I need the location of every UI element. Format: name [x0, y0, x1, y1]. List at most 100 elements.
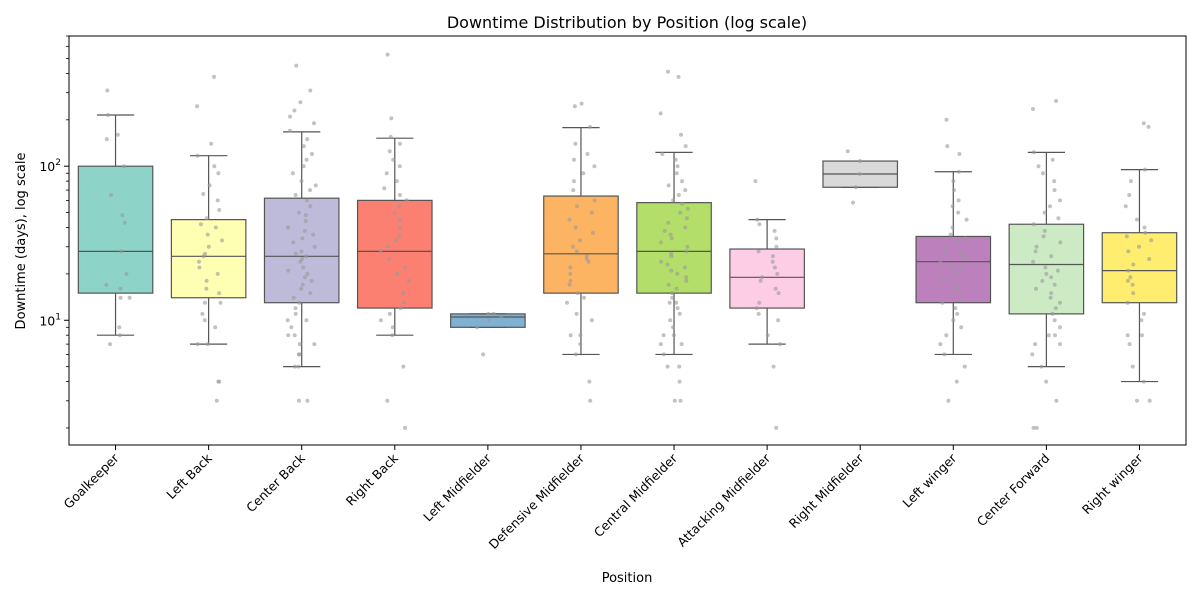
box-group-attacking-midfielder: [729, 179, 805, 430]
data-point: [312, 121, 316, 126]
data-point: [851, 200, 855, 205]
data-point: [397, 204, 402, 209]
data-point: [666, 69, 670, 74]
data-point: [1135, 217, 1139, 222]
data-point: [565, 300, 569, 305]
data-point: [218, 300, 223, 305]
data-point: [1055, 268, 1060, 273]
data-point: [311, 232, 316, 237]
data-point: [1127, 342, 1132, 347]
data-point: [1034, 425, 1039, 430]
box: [356, 199, 433, 309]
data-point: [387, 149, 392, 154]
data-point: [676, 193, 681, 197]
data-point: [206, 244, 211, 249]
data-point: [288, 128, 292, 133]
data-point: [669, 236, 674, 241]
data-point: [938, 259, 943, 264]
data-point: [853, 185, 858, 190]
data-point: [772, 228, 777, 233]
data-point: [675, 271, 680, 276]
data-point: [963, 236, 968, 241]
data-point: [666, 183, 671, 188]
data-point: [578, 238, 583, 243]
data-point: [1031, 150, 1036, 155]
data-point: [403, 425, 407, 430]
data-point: [757, 300, 762, 305]
data-point: [1146, 124, 1151, 129]
data-point: [486, 311, 491, 316]
data-point: [299, 286, 304, 291]
data-point: [300, 257, 304, 261]
data-point: [677, 379, 682, 384]
data-point: [1034, 244, 1039, 249]
data-point: [207, 183, 212, 188]
data-point: [1041, 171, 1045, 176]
data-point: [672, 398, 677, 403]
box-group-right-back: [356, 52, 433, 430]
data-point: [297, 352, 302, 357]
data-point: [589, 210, 594, 215]
data-point: [592, 198, 597, 203]
data-point: [197, 259, 201, 264]
data-point: [313, 183, 318, 188]
data-point: [957, 169, 961, 174]
data-point: [312, 244, 317, 249]
box-group-central-midfielder: [636, 69, 712, 403]
data-point: [1142, 311, 1146, 316]
data-point: [1052, 179, 1057, 184]
data-point: [684, 216, 689, 221]
data-point: [1042, 228, 1047, 233]
data-point: [308, 188, 312, 193]
data-point: [122, 220, 127, 225]
data-point: [104, 137, 109, 142]
data-point: [587, 379, 592, 384]
data-point: [573, 352, 578, 357]
data-point: [670, 295, 675, 300]
data-point: [956, 198, 961, 203]
data-point: [568, 265, 573, 270]
data-point: [1048, 295, 1053, 300]
data-point: [204, 216, 209, 221]
box: [170, 219, 247, 299]
data-point: [205, 342, 210, 347]
data-point: [297, 342, 302, 347]
data-point: [299, 249, 304, 254]
data-point: [202, 300, 207, 305]
data-point: [397, 217, 402, 222]
y-tick-label: 101: [39, 312, 61, 328]
data-point: [301, 164, 306, 169]
data-point: [118, 286, 123, 291]
data-point: [775, 271, 780, 276]
data-point: [308, 204, 313, 209]
y-axis-label: Downtime (days), log scale: [14, 153, 29, 330]
data-point: [579, 101, 584, 106]
box: [636, 202, 712, 294]
data-point: [1123, 204, 1128, 209]
data-point: [291, 295, 296, 300]
data-point: [301, 265, 306, 270]
data-point: [675, 306, 680, 311]
data-point: [1058, 240, 1063, 245]
data-point: [398, 141, 402, 146]
data-point: [392, 210, 397, 215]
data-point: [1126, 249, 1131, 254]
data-point: [754, 306, 759, 311]
data-point: [1049, 291, 1054, 296]
data-point: [571, 244, 575, 249]
data-point: [684, 278, 689, 283]
data-point: [204, 286, 209, 291]
data-point: [1137, 244, 1141, 249]
data-point: [679, 132, 683, 137]
data-point: [204, 278, 209, 283]
data-point: [390, 333, 395, 338]
data-point: [385, 52, 390, 57]
data-point: [949, 262, 954, 267]
data-point: [1125, 333, 1130, 338]
data-point: [393, 238, 398, 243]
data-point: [662, 228, 667, 233]
data-point: [308, 291, 313, 296]
data-point: [676, 74, 681, 79]
data-point: [572, 157, 576, 162]
